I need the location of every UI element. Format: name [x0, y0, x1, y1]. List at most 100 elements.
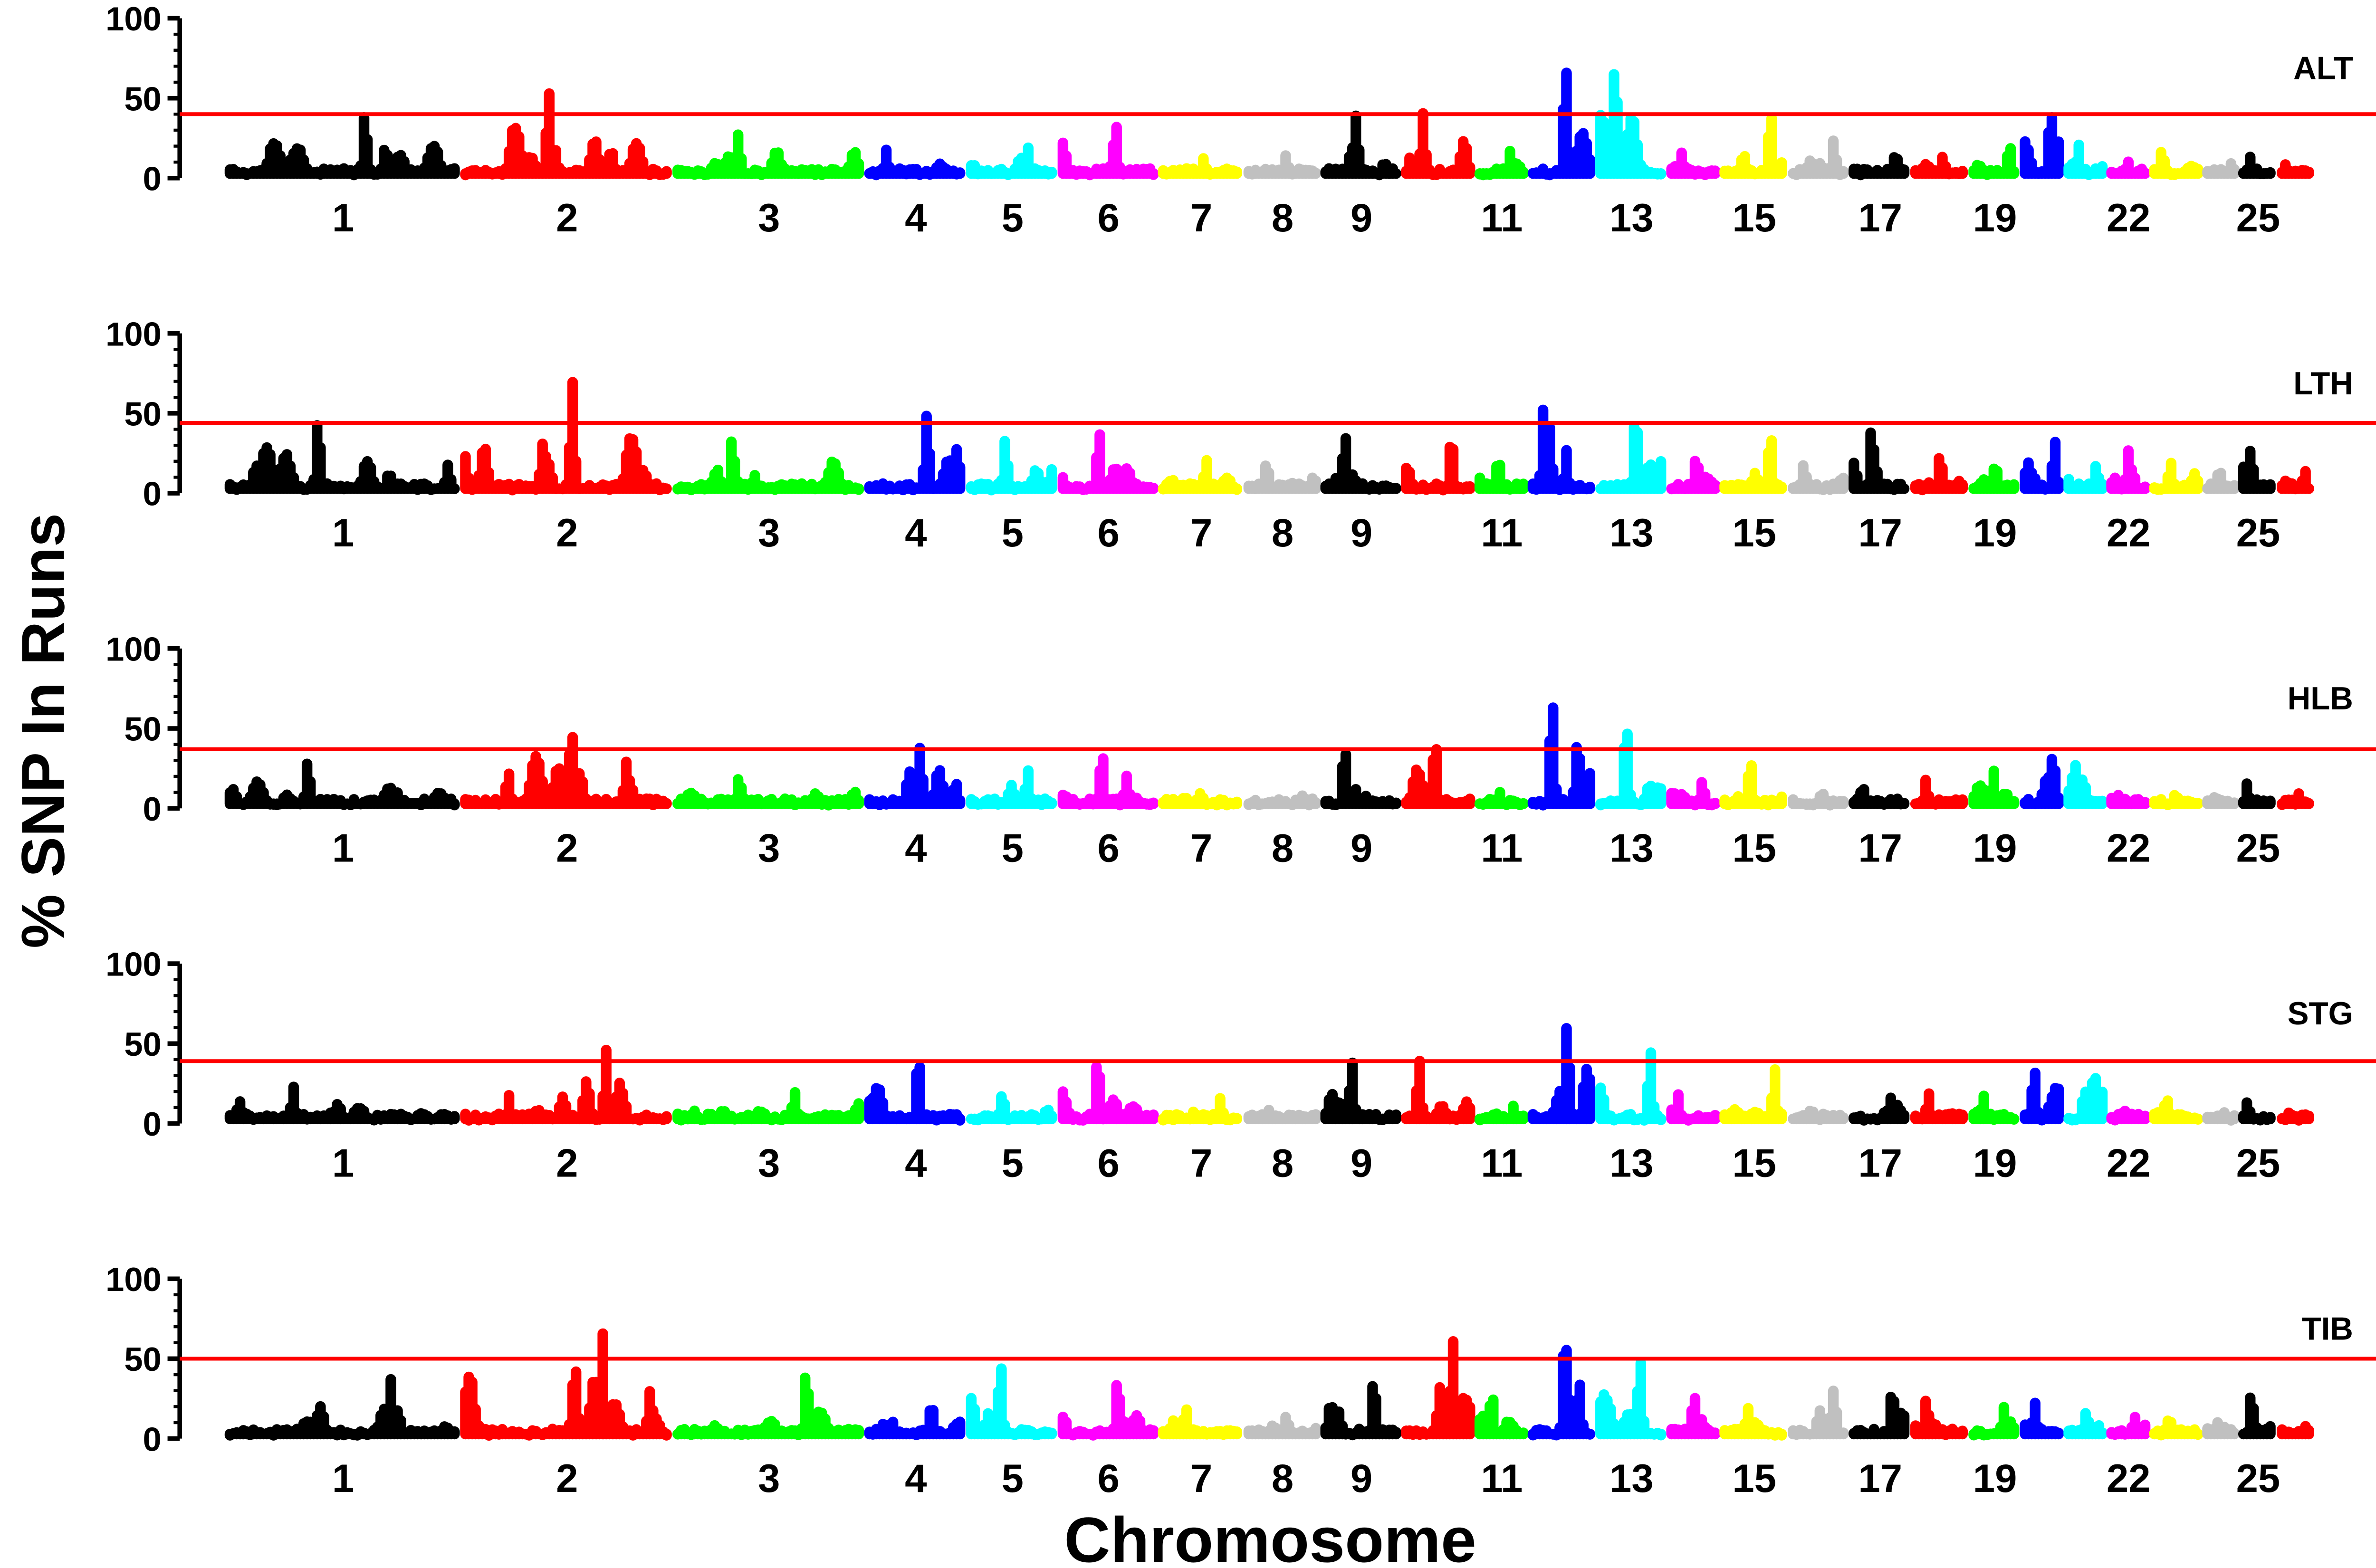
chromosome-tick-label: 5	[1002, 1141, 1024, 1186]
chromosome-tick-label: 9	[1351, 511, 1372, 555]
chromosome-tick-label: 25	[2236, 196, 2280, 240]
y-tick-label: 0	[143, 475, 162, 513]
chromosome-tick-label: 4	[905, 1456, 927, 1501]
chromosome-tick-label: 22	[2107, 826, 2151, 870]
chromosome-tick-label: 6	[1098, 196, 1120, 240]
chromosome-tick-label: 22	[2107, 1456, 2151, 1501]
chromosome-tick-label: 17	[1858, 1141, 1902, 1186]
chromosome-tick-label: 6	[1098, 511, 1120, 555]
chromosome-tick-label: 13	[1610, 826, 1654, 870]
panel-name: HLB	[2288, 681, 2353, 717]
y-tick-label: 0	[143, 1420, 162, 1458]
y-tick-label: 50	[124, 1340, 161, 1378]
y-tick-label: 100	[105, 315, 162, 353]
chromosome-tick-label: 11	[1481, 826, 1523, 870]
chromosome-tick-label: 13	[1610, 511, 1654, 555]
chromosome-tick-label: 3	[758, 826, 780, 870]
chromosome-tick-label: 11	[1481, 1456, 1523, 1501]
chromosome-tick-label: 11	[1481, 1141, 1523, 1186]
chromosome-tick-label: 5	[1002, 826, 1024, 870]
chromosome-tick-label: 15	[1732, 1456, 1776, 1501]
panel-name: ALT	[2293, 51, 2353, 86]
chromosome-tick-label: 13	[1610, 1456, 1654, 1501]
chromosome-tick-label: 19	[1973, 1456, 2017, 1501]
chromosome-tick-label: 25	[2236, 511, 2280, 555]
chromosome-tick-label: 19	[1973, 1141, 2017, 1186]
chromosome-tick-label: 19	[1973, 826, 2017, 870]
chromosome-tick-label: 2	[556, 1456, 578, 1501]
chromosome-tick-label: 13	[1610, 1141, 1654, 1186]
chromosome-tick-label: 25	[2236, 826, 2280, 870]
chromosome-tick-label: 7	[1190, 1456, 1212, 1501]
chromosome-tick-label: 9	[1351, 1456, 1372, 1501]
chromosome-tick-label: 9	[1351, 1141, 1372, 1186]
chromosome-tick-label: 6	[1098, 1456, 1120, 1501]
panel-alt: 1 2 3 4 5 6 7 8 9 11 13 15 17 19 22 25 0 50 100 ALT	[105, 0, 2376, 240]
chromosome-tick-label: 6	[1098, 826, 1120, 870]
chromosome-tick-label: 6	[1098, 1141, 1120, 1186]
chromosome-tick-label: 5	[1002, 511, 1024, 555]
chromosome-tick-label: 1	[332, 1456, 354, 1501]
chromosome-tick-label: 9	[1351, 826, 1372, 870]
chromosome-tick-label: 2	[556, 826, 578, 870]
y-tick-label: 100	[105, 946, 162, 983]
chromosome-tick-label: 3	[758, 1456, 780, 1501]
chromosome-tick-label: 5	[1002, 1456, 1024, 1501]
chromosome-tick-label: 17	[1858, 511, 1902, 555]
chromosome-tick-label: 22	[2107, 511, 2151, 555]
y-tick-label: 50	[124, 1025, 161, 1063]
y-tick-label: 50	[124, 710, 161, 748]
chromosome-tick-label: 19	[1973, 511, 2017, 555]
panel-name: TIB	[2302, 1311, 2353, 1347]
panel-name: LTH	[2293, 366, 2353, 402]
chromosome-tick-label: 2	[556, 511, 578, 555]
chromosome-tick-label: 7	[1190, 196, 1212, 240]
chromosome-tick-label: 8	[1272, 1141, 1293, 1186]
chromosome-tick-label: 1	[332, 196, 354, 240]
chromosome-tick-label: 8	[1272, 826, 1293, 870]
chromosome-tick-label: 4	[905, 826, 927, 870]
chromosome-tick-label: 1	[332, 511, 354, 555]
chromosome-tick-label: 3	[758, 511, 780, 555]
chromosome-tick-label: 8	[1272, 511, 1293, 555]
chromosome-tick-label: 22	[2107, 196, 2151, 240]
chromosome-tick-label: 13	[1610, 196, 1654, 240]
panel-stg: 1 2 3 4 5 6 7 8 9 11 13 15 17 19 22 25 0 50 100 STG	[105, 946, 2376, 1186]
chromosome-tick-label: 15	[1732, 826, 1776, 870]
chromosome-tick-label: 3	[758, 196, 780, 240]
chromosome-tick-label: 17	[1858, 826, 1902, 870]
chromosome-tick-label: 17	[1858, 1456, 1902, 1501]
chromosome-tick-label: 3	[758, 1141, 780, 1186]
y-tick-label: 100	[105, 0, 162, 38]
panel-hlb: 1 2 3 4 5 6 7 8 9 11 13 15 17 19 22 25 0 50 100 HLB	[105, 630, 2376, 870]
chromosome-tick-label: 8	[1272, 196, 1293, 240]
chromosome-tick-label: 4	[905, 196, 927, 240]
panel-tib: 1 2 3 4 5 6 7 8 9 11 13 15 17 19 22 25 0 50 100 TIB	[105, 1261, 2376, 1501]
chromosome-tick-label: 25	[2236, 1456, 2280, 1501]
y-tick-label: 0	[143, 790, 162, 828]
x-axis-label: Chromosome	[1064, 1504, 1476, 1568]
y-tick-label: 100	[105, 1261, 162, 1298]
chromosome-tick-label: 11	[1481, 196, 1523, 240]
y-tick-label: 50	[124, 395, 161, 432]
chromosome-tick-label: 9	[1351, 196, 1372, 240]
chromosome-tick-label: 2	[556, 196, 578, 240]
y-axis-label: % SNP In Runs	[10, 513, 77, 948]
chromosome-tick-label: 4	[905, 511, 927, 555]
y-tick-label: 100	[105, 630, 162, 668]
chromosome-tick-label: 1	[332, 1141, 354, 1186]
chromosome-tick-label: 4	[905, 1141, 927, 1186]
chromosome-tick-label: 8	[1272, 1456, 1293, 1501]
chromosome-tick-label: 15	[1732, 196, 1776, 240]
panel-lth: 1 2 3 4 5 6 7 8 9 11 13 15 17 19 22 25 0 50 100 LTH	[105, 315, 2376, 555]
chromosome-tick-label: 19	[1973, 196, 2017, 240]
chromosome-tick-label: 22	[2107, 1141, 2151, 1186]
panel-name: STG	[2288, 996, 2353, 1032]
y-tick-label: 50	[124, 80, 161, 117]
chromosome-tick-label: 7	[1190, 826, 1212, 870]
y-tick-label: 0	[143, 160, 162, 197]
chromosome-tick-label: 15	[1732, 511, 1776, 555]
chromosome-tick-label: 7	[1190, 1141, 1212, 1186]
chromosome-tick-label: 11	[1481, 511, 1523, 555]
